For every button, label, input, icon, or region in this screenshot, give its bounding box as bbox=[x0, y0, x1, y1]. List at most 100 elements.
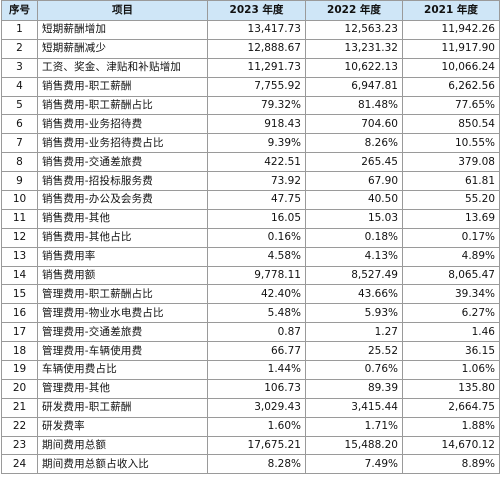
cell-2021: 6,262.56 bbox=[402, 76, 500, 97]
cell-index: 24 bbox=[1, 454, 38, 475]
cell-2023: 66.77 bbox=[207, 341, 306, 362]
cell-index: 2 bbox=[1, 38, 38, 59]
cell-item: 管理费用-物业水电费占比 bbox=[37, 303, 208, 324]
cell-2022: 1.71% bbox=[305, 416, 403, 437]
cell-2023: 0.87 bbox=[207, 322, 306, 343]
cell-item: 短期薪酬减少 bbox=[37, 38, 208, 59]
cell-2021: 1.46 bbox=[402, 322, 500, 343]
cell-2021: 55.20 bbox=[402, 190, 500, 210]
cell-2022: 7.49% bbox=[305, 454, 403, 475]
cell-2023: 1.44% bbox=[207, 360, 306, 380]
table-row: 16 管理费用-物业水电费占比 5.48% 5.93% 6.27% bbox=[1, 303, 500, 324]
cell-item: 销售费用-业务招待费 bbox=[37, 114, 208, 135]
cell-2021: 0.17% bbox=[402, 227, 500, 248]
table-row: 1 短期薪酬增加 13,417.73 12,563.23 11,942.26 bbox=[1, 20, 500, 40]
cell-index: 22 bbox=[1, 416, 38, 437]
cell-index: 18 bbox=[1, 341, 38, 362]
cell-2023: 79.32% bbox=[207, 95, 306, 116]
cell-item: 销售费用额 bbox=[37, 265, 208, 286]
cell-item: 研发费率 bbox=[37, 416, 208, 437]
cell-index: 15 bbox=[1, 284, 38, 305]
cell-2021: 14,670.12 bbox=[402, 435, 500, 456]
cell-item: 期间费用总额占收入比 bbox=[37, 454, 208, 475]
table-row: 10 销售费用-办公及会务费 47.75 40.50 55.20 bbox=[1, 190, 500, 210]
cell-item: 管理费用-车辆使用费 bbox=[37, 341, 208, 362]
cell-2023: 4.58% bbox=[207, 246, 306, 267]
table-header: 序号 项目 2023 年度 2022 年度 2021 年度 bbox=[1, 0, 500, 21]
cell-index: 23 bbox=[1, 435, 38, 456]
cell-2023: 42.40% bbox=[207, 284, 306, 305]
cell-2022: 15.03 bbox=[305, 208, 403, 229]
cell-2023: 1.60% bbox=[207, 416, 306, 437]
cell-item: 销售费用-其他 bbox=[37, 208, 208, 229]
cell-2022: 12,563.23 bbox=[305, 20, 403, 40]
cell-2022: 265.45 bbox=[305, 152, 403, 173]
cell-2023: 918.43 bbox=[207, 114, 306, 135]
cell-index: 1 bbox=[1, 20, 38, 40]
cell-2021: 11,917.90 bbox=[402, 38, 500, 59]
cell-item: 销售费用-其他占比 bbox=[37, 227, 208, 248]
cell-item: 销售费用-职工薪酬 bbox=[37, 76, 208, 97]
cell-2023: 47.75 bbox=[207, 190, 306, 210]
cell-2021: 4.89% bbox=[402, 246, 500, 267]
cell-2023: 16.05 bbox=[207, 208, 306, 229]
cell-2023: 9.39% bbox=[207, 133, 306, 154]
cell-2021: 135.80 bbox=[402, 378, 500, 399]
cell-item: 销售费用率 bbox=[37, 246, 208, 267]
cell-index: 20 bbox=[1, 378, 38, 399]
table-row: 18 管理费用-车辆使用费 66.77 25.52 36.15 bbox=[1, 341, 500, 362]
cell-item: 研发费用-职工薪酬 bbox=[37, 397, 208, 418]
cell-index: 7 bbox=[1, 133, 38, 154]
cell-index: 3 bbox=[1, 57, 38, 78]
cell-2021: 2,664.75 bbox=[402, 397, 500, 418]
cell-2022: 43.66% bbox=[305, 284, 403, 305]
cell-index: 8 bbox=[1, 152, 38, 173]
table-row: 8 销售费用-交通差旅费 422.51 265.45 379.08 bbox=[1, 152, 500, 173]
header-2022: 2022 年度 bbox=[305, 0, 403, 21]
cell-2022: 4.13% bbox=[305, 246, 403, 267]
cell-2023: 8.28% bbox=[207, 454, 306, 475]
table-row: 6 销售费用-业务招待费 918.43 704.60 850.54 bbox=[1, 114, 500, 135]
cell-2023: 11,291.73 bbox=[207, 57, 306, 78]
cell-2021: 1.88% bbox=[402, 416, 500, 437]
table-row: 13 销售费用率 4.58% 4.13% 4.89% bbox=[1, 246, 500, 267]
cell-2023: 73.92 bbox=[207, 171, 306, 192]
cell-item: 销售费用-交通差旅费 bbox=[37, 152, 208, 173]
table-row: 4 销售费用-职工薪酬 7,755.92 6,947.81 6,262.56 bbox=[1, 76, 500, 97]
cell-2021: 8.89% bbox=[402, 454, 500, 475]
cell-2023: 13,417.73 bbox=[207, 20, 306, 40]
table-row: 2 短期薪酬减少 12,888.67 13,231.32 11,917.90 bbox=[1, 38, 500, 59]
cell-2022: 1.27 bbox=[305, 322, 403, 343]
table-row: 23 期间费用总额 17,675.21 15,488.20 14,670.12 bbox=[1, 435, 500, 456]
cell-index: 17 bbox=[1, 322, 38, 343]
cell-index: 13 bbox=[1, 246, 38, 267]
cell-2021: 8,065.47 bbox=[402, 265, 500, 286]
cell-2023: 12,888.67 bbox=[207, 38, 306, 59]
table-row: 14 销售费用额 9,778.11 8,527.49 8,065.47 bbox=[1, 265, 500, 286]
cell-2021: 36.15 bbox=[402, 341, 500, 362]
cell-2023: 422.51 bbox=[207, 152, 306, 173]
cell-2021: 11,942.26 bbox=[402, 20, 500, 40]
cell-2021: 379.08 bbox=[402, 152, 500, 173]
cell-2023: 17,675.21 bbox=[207, 435, 306, 456]
cell-item: 销售费用-办公及会务费 bbox=[37, 190, 208, 210]
cell-2023: 3,029.43 bbox=[207, 397, 306, 418]
table-row: 24 期间费用总额占收入比 8.28% 7.49% 8.89% bbox=[1, 454, 500, 475]
cell-2022: 0.18% bbox=[305, 227, 403, 248]
cell-2022: 15,488.20 bbox=[305, 435, 403, 456]
table-row: 19 车辆使用费占比 1.44% 0.76% 1.06% bbox=[1, 360, 500, 380]
cell-item: 期间费用总额 bbox=[37, 435, 208, 456]
cell-item: 车辆使用费占比 bbox=[37, 360, 208, 380]
header-row: 序号 项目 2023 年度 2022 年度 2021 年度 bbox=[1, 0, 500, 21]
cell-2021: 6.27% bbox=[402, 303, 500, 324]
cell-index: 4 bbox=[1, 76, 38, 97]
cell-2023: 0.16% bbox=[207, 227, 306, 248]
cell-item: 工资、奖金、津贴和补贴增加 bbox=[37, 57, 208, 78]
cell-index: 11 bbox=[1, 208, 38, 229]
table-row: 17 管理费用-交通差旅费 0.87 1.27 1.46 bbox=[1, 322, 500, 343]
cell-item: 销售费用-招投标服务费 bbox=[37, 171, 208, 192]
table-row: 7 销售费用-业务招待费占比 9.39% 8.26% 10.55% bbox=[1, 133, 500, 154]
cell-2021: 77.65% bbox=[402, 95, 500, 116]
cell-index: 14 bbox=[1, 265, 38, 286]
